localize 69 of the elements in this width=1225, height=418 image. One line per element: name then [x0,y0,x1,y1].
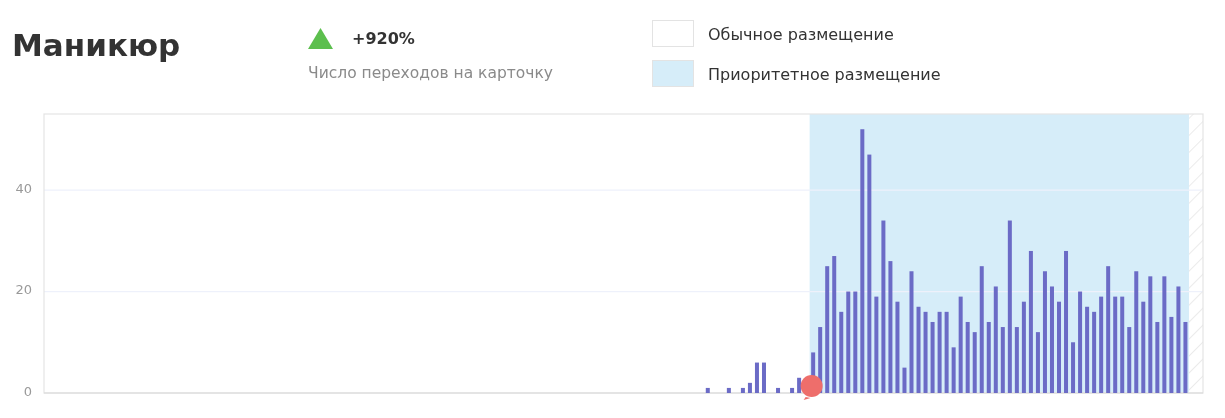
bar [1057,301,1061,393]
bar [1148,276,1153,393]
bar [1049,286,1054,393]
bar [1028,250,1033,393]
bar [895,301,900,393]
bar [874,296,879,393]
bar [1134,271,1139,393]
bar [1021,301,1026,393]
bar [726,387,731,393]
bar [754,362,759,393]
bar [1085,306,1090,393]
bar [790,387,795,393]
bar [860,129,865,393]
bar [1113,296,1118,393]
bar [825,266,830,393]
bar [797,377,802,393]
bar [881,220,886,393]
y-tick-label: 40 [15,180,32,196]
y-tick-label: 20 [15,282,32,298]
bar [1183,321,1188,393]
bar [1042,271,1047,393]
bar [747,382,752,393]
text: +920% [352,29,415,48]
bar [937,311,942,393]
bar [705,387,710,393]
bar [930,321,935,393]
bar [965,321,970,393]
bar [1099,296,1104,393]
bar [916,306,921,393]
chart-subtitle: Число переходов на карточку [308,64,553,82]
bar [1071,342,1076,393]
bar [972,332,977,393]
bar [979,266,984,393]
bar [776,387,781,393]
bar [1127,327,1132,393]
bar [1035,332,1040,393]
bar [846,291,851,393]
chart-title: Маникюр [12,27,181,63]
bar [839,311,844,393]
bar [944,311,949,393]
bar [1014,327,1019,393]
y-tick-label: 0 [23,383,32,399]
bar [867,154,872,393]
bar [1000,327,1005,393]
bar [832,256,837,393]
bar [1064,250,1069,393]
bar [1176,286,1181,393]
bar [909,271,914,393]
text: Обычное размещение [708,25,894,44]
bar [853,291,858,393]
bar [1141,301,1146,393]
bar [1078,291,1083,393]
bar [951,347,956,393]
bar [986,321,991,393]
bar [1007,220,1012,393]
bar [958,296,963,393]
bar [740,387,745,393]
bar [888,261,893,393]
bar [1169,316,1174,393]
bar [993,286,998,393]
bar [761,362,766,393]
text: Приоритетное размещение [708,65,941,84]
bar [1120,296,1125,393]
bar [1162,276,1167,393]
bar [1155,321,1160,393]
bar [923,311,928,393]
bar [1106,266,1111,393]
bar [902,367,907,393]
bar [1092,311,1097,393]
